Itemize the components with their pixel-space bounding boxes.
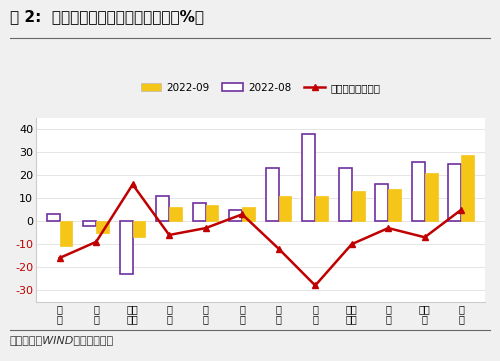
Bar [47, 214, 60, 221]
Bar [156, 196, 169, 221]
Bar [425, 173, 438, 221]
Bar [242, 208, 255, 221]
Bar [120, 221, 132, 274]
Bar [96, 221, 109, 233]
Bar [315, 196, 328, 221]
Bar [352, 191, 364, 221]
Bar [302, 134, 315, 221]
Text: 图 2:  对主要贸易伙伴出口当月增速（%）: 图 2: 对主要贸易伙伴出口当月增速（%） [10, 9, 204, 24]
Bar [169, 208, 182, 221]
Bar [230, 210, 242, 221]
Legend: 2022-09, 2022-08, 当月增速环比变化: 2022-09, 2022-08, 当月增速环比变化 [140, 83, 380, 93]
Bar [376, 184, 388, 221]
Bar [84, 221, 96, 226]
Bar [206, 205, 218, 221]
Bar [448, 164, 462, 221]
Bar [462, 155, 474, 221]
Bar [278, 196, 291, 221]
Bar [412, 161, 425, 221]
Bar [339, 168, 351, 221]
Bar [266, 168, 278, 221]
Bar [132, 221, 145, 237]
Bar [60, 221, 72, 247]
Text: 资料来源：WIND，财信研究院: 资料来源：WIND，财信研究院 [10, 335, 114, 345]
Bar [193, 203, 205, 221]
Bar [388, 189, 401, 221]
